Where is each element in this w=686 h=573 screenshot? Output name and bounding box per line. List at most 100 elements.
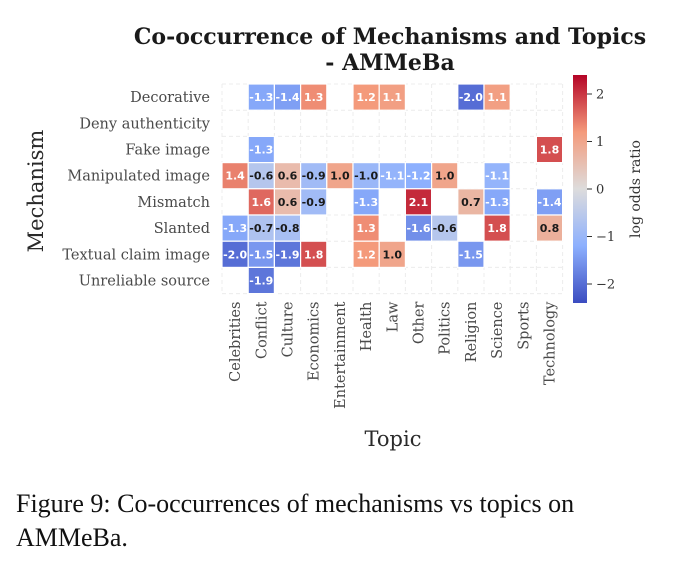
x-tick-label: Celebrities (228, 302, 244, 382)
heatmap-cell (457, 240, 485, 268)
x-axis-label: Topic (365, 427, 422, 451)
colorbar-ticks: 2 1 0 −1 −2 (587, 88, 615, 293)
caption-line-2: AMMeBa. (16, 523, 128, 552)
y-tick-label: Slanted (154, 221, 210, 237)
heatmap-cell (431, 214, 459, 242)
caption-line-1: Figure 9: Co-occurrences of mechanisms v… (16, 489, 575, 518)
cell-value-label: -1.1 (485, 170, 509, 183)
heatmap-cell (483, 83, 511, 111)
x-tick-label: Other (412, 302, 428, 345)
heatmap-cell (352, 240, 380, 268)
cell-value-label: 1.1 (383, 91, 403, 104)
heatmap-cell (378, 240, 407, 268)
cell-value-label: 1.3 (304, 91, 324, 104)
heatmap-cell (300, 188, 328, 216)
heatmap-cell (483, 214, 511, 242)
cell-value-label: -1.3 (223, 222, 247, 235)
cell-value-label: -1.3 (485, 196, 509, 209)
heatmap-cell (247, 83, 275, 111)
cell-value-label: -1.3 (249, 91, 273, 104)
cell-value-label: -0.6 (433, 222, 457, 235)
cell-value-label: 1.8 (487, 222, 507, 235)
colorbar-tick-label: 1 (596, 135, 604, 150)
y-tick-label: Textual claim image (62, 247, 210, 263)
colorbar (573, 75, 587, 303)
heatmap-cell (247, 266, 275, 295)
x-tick-label: Law (385, 301, 401, 332)
heatmap-cell (300, 83, 328, 111)
heatmap-cell (431, 162, 459, 190)
cell-value-label: -2.0 (223, 248, 247, 261)
cell-value-label: 1.0 (383, 248, 403, 261)
colorbar-tick-label: 0 (596, 183, 604, 198)
cell-value-label: 1.2 (356, 248, 376, 261)
x-tick-label: Health (359, 302, 375, 352)
y-tick-label: Unreliable source (79, 274, 210, 290)
x-tick-label: Religion (464, 302, 480, 363)
cell-value-label: 1.4 (225, 170, 245, 183)
chart-title-line-1: Co-occurrence of Mechanisms and Topics (134, 24, 646, 50)
cell-value-label: -1.4 (275, 91, 299, 104)
cell-value-label: -1.3 (249, 144, 273, 157)
heatmap-cell (378, 83, 407, 111)
y-tick-label: Deny authenticity (79, 116, 210, 132)
heatmap-cell (457, 83, 485, 111)
heatmap-cell (273, 214, 302, 242)
y-tick-label: Fake image (125, 143, 210, 159)
cell-value-label: 0.6 (278, 196, 298, 209)
cell-value-label: -1.0 (354, 170, 378, 183)
cell-value-label: 1.0 (330, 170, 350, 183)
heatmap-cell (404, 188, 433, 216)
x-tick-label: Conflict (254, 301, 270, 359)
heatmap-cell (221, 214, 249, 242)
x-tick-label: Politics (438, 302, 454, 355)
x-tick-label: Culture (281, 302, 297, 358)
heatmap-cell (273, 240, 302, 268)
cell-value-label: -0.6 (249, 170, 273, 183)
heatmap-cells: -1.3 -1.4 1.3 1.2 1.1 -2.0 1.1-1.3 1.81.4 -0.6 0.… (221, 83, 564, 295)
cell-value-label: -2.0 (459, 91, 483, 104)
chart-title-line-2: - AMMeBa (325, 50, 454, 76)
cell-value-label: -1.6 (406, 222, 430, 235)
cell-value-label: -0.7 (249, 222, 273, 235)
cell-value-label: -0.9 (302, 196, 326, 209)
heatmap-cell (352, 188, 380, 216)
heatmap-cell (352, 214, 380, 242)
cell-value-label: -1.4 (537, 196, 561, 209)
y-tick-label: Decorative (130, 90, 210, 106)
cell-value-label: 0.6 (278, 170, 298, 183)
cell-value-label: -1.9 (249, 275, 273, 288)
x-tick-label: Entertainment (333, 301, 349, 408)
heatmap-cell (326, 162, 354, 190)
colorbar-tick-label: 2 (596, 88, 604, 103)
x-tick-label: Economics (307, 302, 323, 381)
heatmap-cell (247, 240, 275, 268)
cell-value-label: 1.0 (435, 170, 455, 183)
cell-value-label: -1.1 (380, 170, 404, 183)
cell-value-label: 1.6 (252, 196, 272, 209)
x-tick-label: Technology (543, 301, 559, 385)
cell-value-label: -0.8 (275, 222, 299, 235)
cell-value-label: -1.5 (249, 248, 273, 261)
heatmap-cell (457, 188, 485, 216)
cell-value-label: 1.1 (487, 91, 507, 104)
heatmap-cell (273, 162, 302, 190)
cell-value-label: 1.8 (540, 144, 560, 157)
heatmap-cell (535, 214, 564, 242)
cell-value-label: 1.8 (304, 248, 324, 261)
cell-value-label: -1.9 (275, 248, 299, 261)
y-tick-label: Mismatch (137, 195, 210, 211)
y-tick-label: Manipulated image (67, 169, 210, 185)
cell-value-label: 0.8 (540, 222, 560, 235)
y-axis-label: Mechanism (24, 130, 48, 253)
heatmap-cell (535, 135, 564, 164)
heatmap-cell (483, 162, 511, 190)
heatmap-cell (300, 240, 328, 268)
cell-value-label: -1.2 (406, 170, 430, 183)
cell-value-label: 0.7 (461, 196, 481, 209)
y-tick-labels: Decorative Deny authenticity Fake image Man… (62, 90, 210, 289)
x-tick-labels: Celebrities Conflict Culture Economics Enter… (228, 301, 558, 409)
cell-value-label: -1.5 (459, 248, 483, 261)
colorbar-tick-label: −2 (596, 278, 615, 293)
